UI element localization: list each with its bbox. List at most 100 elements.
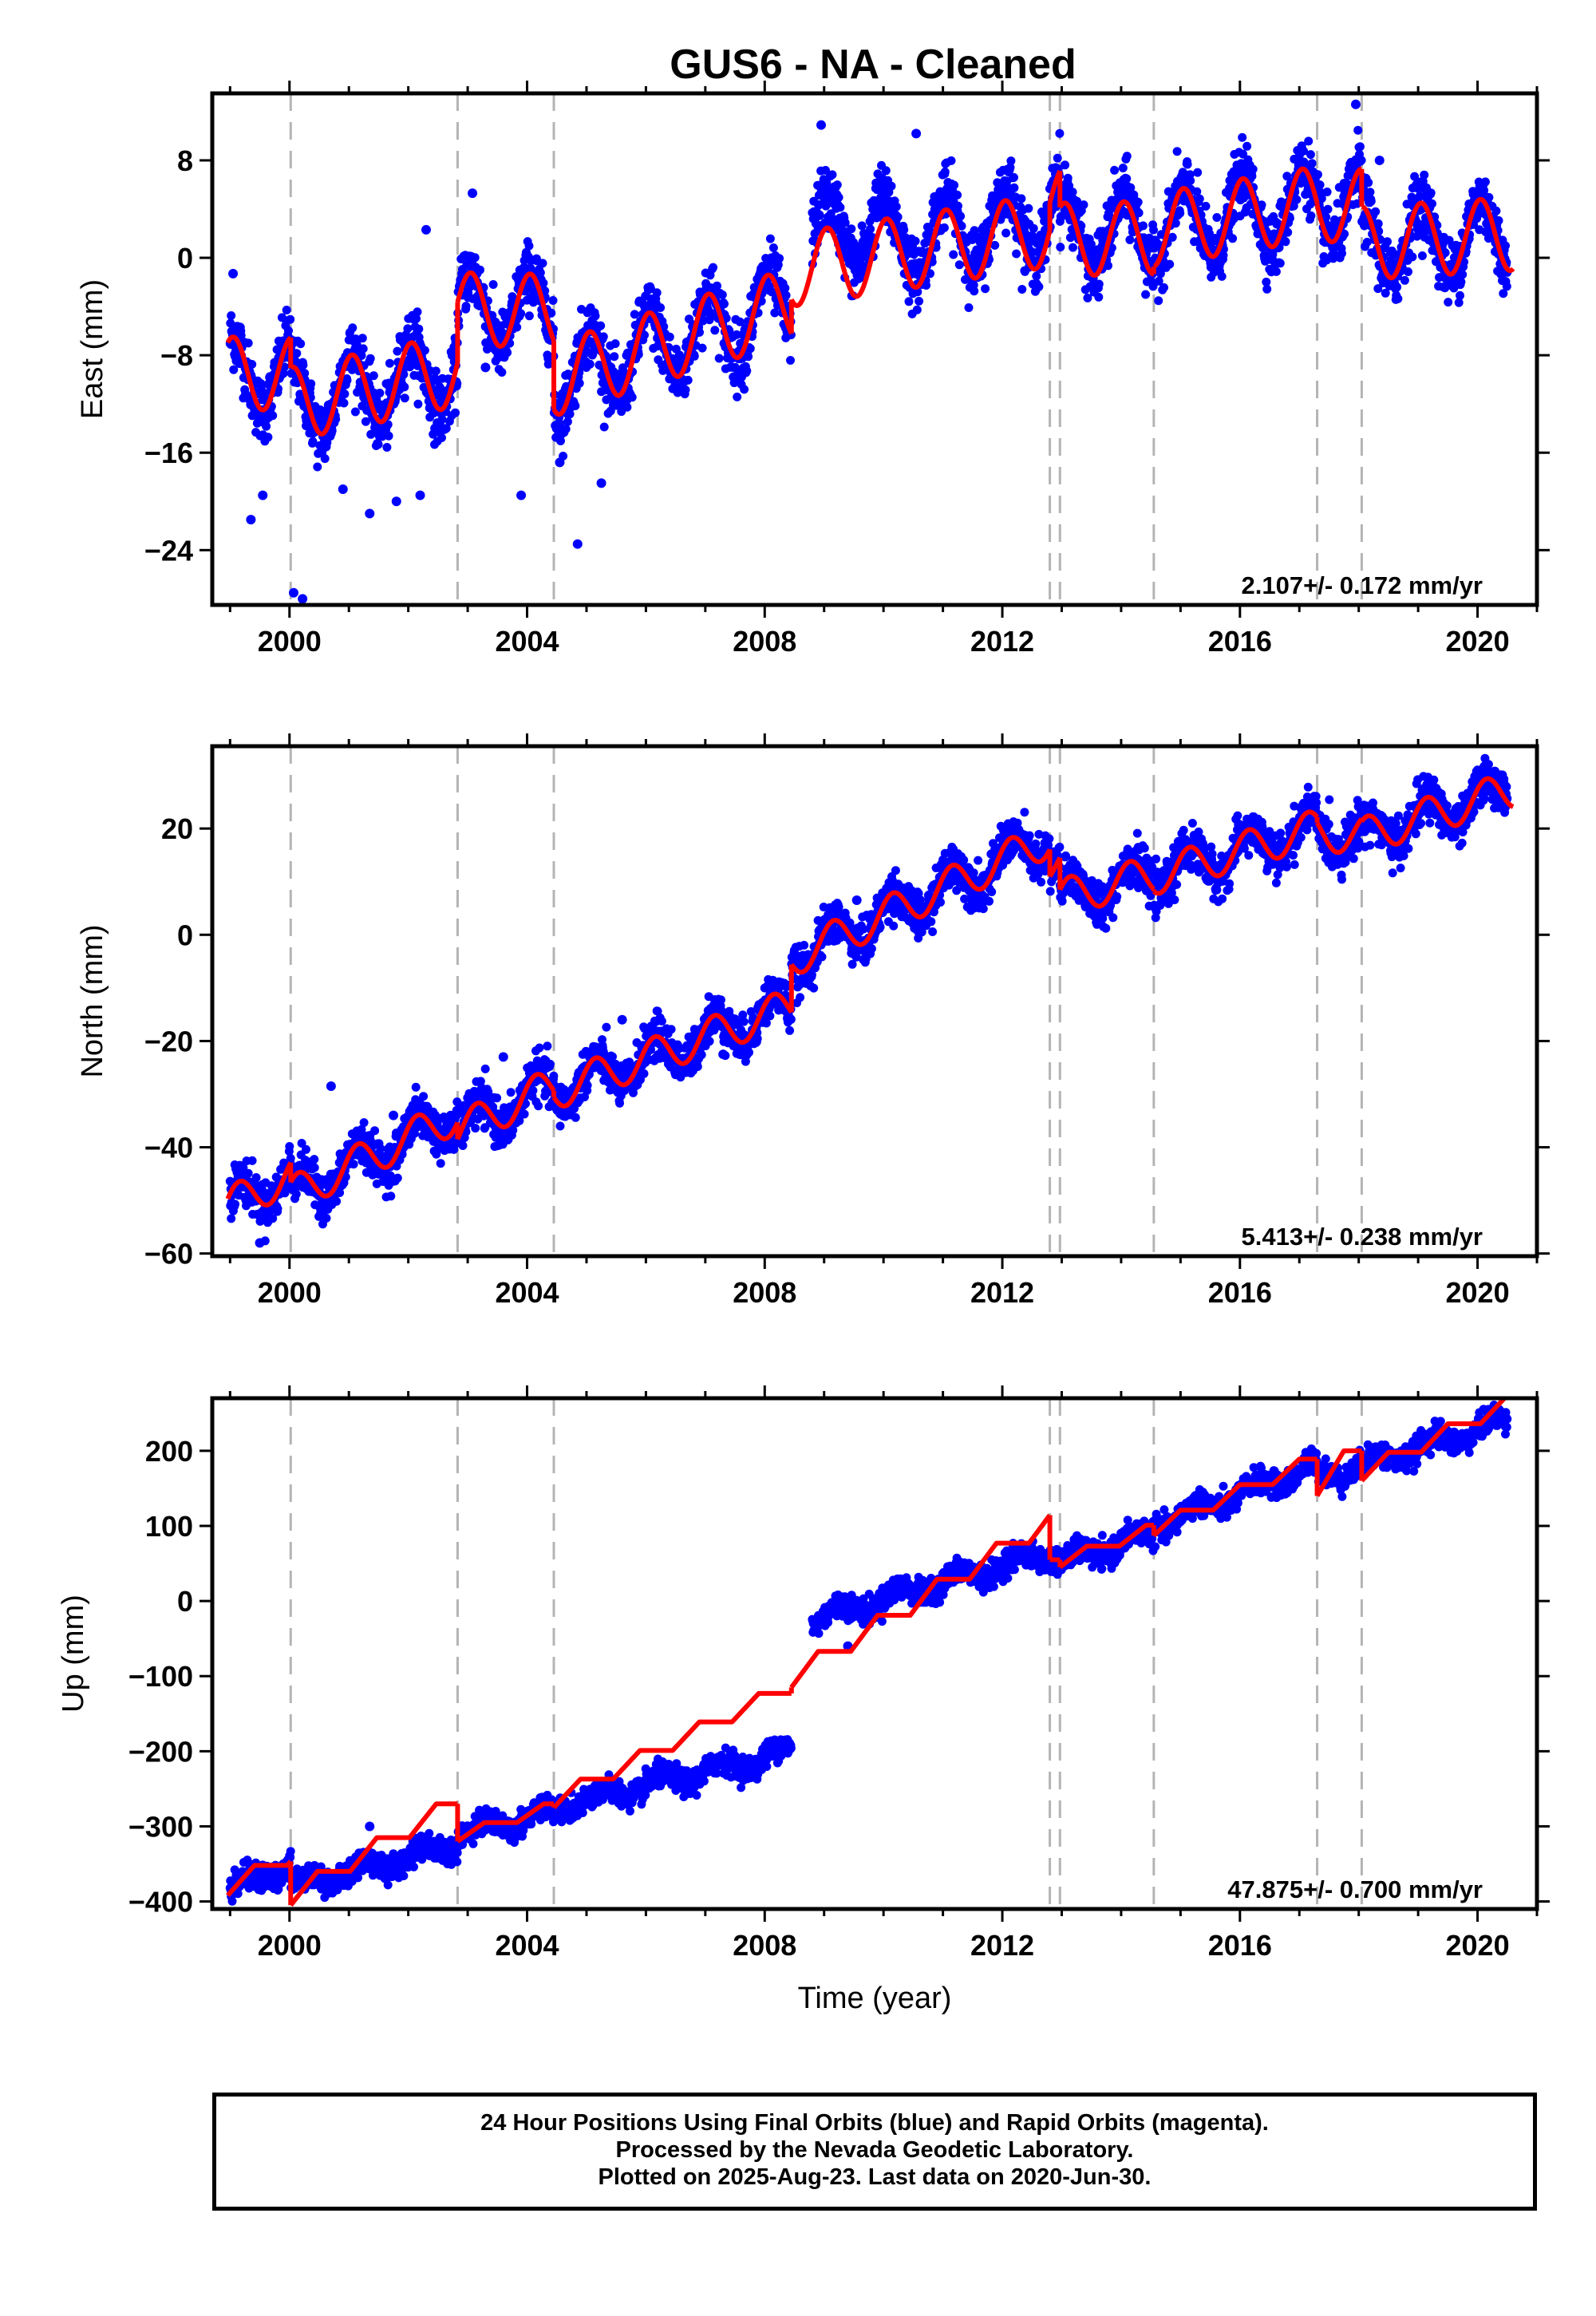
y-tick-label: 0 xyxy=(177,1585,193,1618)
panel-up: 2000 2004 2008 2012 2016 2020−400−300−200−100… xyxy=(57,1385,1550,2015)
velocity-rate-label: 2.107+/- 0.172 mm/yr xyxy=(1242,571,1483,599)
data-point xyxy=(1350,99,1361,109)
data-point xyxy=(555,457,565,468)
x-tick-label: 2008 xyxy=(733,625,796,658)
model-segment xyxy=(1152,166,1320,269)
y-axis-label: Up (mm) xyxy=(57,1595,90,1713)
model-segment xyxy=(1360,1398,1508,1483)
data-point xyxy=(365,1821,375,1832)
y-tick-label: 20 xyxy=(161,812,193,845)
data-point xyxy=(391,496,401,507)
x-tick-label: 2016 xyxy=(1208,1276,1272,1309)
model-segment xyxy=(789,198,1053,308)
model-segment xyxy=(455,270,556,349)
data-point xyxy=(911,128,922,139)
footer-line-2: Processed by the Nevada Geodetic Laborat… xyxy=(615,2137,1134,2163)
model-segment xyxy=(1360,196,1515,281)
data-point xyxy=(498,1052,508,1062)
data-point xyxy=(298,594,308,604)
model-segment xyxy=(551,991,794,1109)
model-segment xyxy=(789,835,1053,975)
y-tick-label: −16 xyxy=(144,437,193,469)
x-tick-label: 2008 xyxy=(733,1276,796,1309)
data-point xyxy=(246,515,256,525)
break-lines xyxy=(289,746,1363,1256)
y-tick-label: 8 xyxy=(177,144,193,177)
y-tick-label: −40 xyxy=(144,1132,193,1164)
data-point xyxy=(365,508,375,519)
plot-frame xyxy=(210,91,1539,607)
data-point xyxy=(572,539,583,549)
y-tick-label: 200 xyxy=(145,1435,193,1468)
model-segment xyxy=(455,1072,556,1140)
x-tick-label: 2004 xyxy=(495,1929,559,1962)
y-tick-label: −60 xyxy=(144,1238,193,1271)
model-segment xyxy=(1152,1456,1319,1538)
data-point xyxy=(389,1110,399,1120)
model-line xyxy=(225,166,1515,437)
model-segment xyxy=(289,340,460,437)
plot-frame xyxy=(210,744,1539,1259)
model-segment xyxy=(1315,816,1364,856)
x-tick-label: 2016 xyxy=(1208,625,1272,658)
x-tick-label: 2008 xyxy=(733,1929,796,1962)
data-point xyxy=(430,423,440,433)
y-tick-label: 0 xyxy=(177,242,193,275)
model-segment xyxy=(1314,1448,1364,1498)
data-point xyxy=(255,1238,265,1248)
x-axis: 2000 2004 2008 2012 2016 2020 xyxy=(228,81,1539,658)
model-segment xyxy=(288,1801,460,1907)
y-tick-label: 0 xyxy=(177,919,193,951)
model-segment xyxy=(789,1513,1053,1690)
x-tick-label: 2004 xyxy=(495,1276,559,1309)
data-point xyxy=(1374,155,1385,165)
data-point xyxy=(816,120,827,130)
y-tick-label: −300 xyxy=(128,1810,193,1843)
x-tick-label: 2000 xyxy=(258,1929,322,1962)
data-point xyxy=(718,1049,729,1060)
model-line xyxy=(226,1398,1508,1907)
model-line xyxy=(225,776,1515,1207)
footer-line-1: 24 Hour Positions Using Final Orbits (bl… xyxy=(480,2110,1269,2136)
x-tick-label: 2016 xyxy=(1208,1929,1272,1962)
y-tick-label: −100 xyxy=(128,1660,193,1693)
data-point-cloud xyxy=(225,125,1512,472)
x-tick-label: 2020 xyxy=(1446,1929,1510,1962)
data-point xyxy=(617,1014,627,1025)
x-tick-label: 2000 xyxy=(258,1276,322,1309)
model-segment xyxy=(1058,1523,1156,1570)
data-point xyxy=(258,490,268,500)
panel-east: 2000 2004 2008 2012 2016 2020 −24 −16 −8 0 8 East (… xyxy=(76,81,1550,658)
data-point xyxy=(288,587,298,598)
footer-line-3: Plotted on 2025-Aug-23. Last data on 202… xyxy=(598,2164,1152,2190)
y-axis: −400 −300 −200 −100 0 100 200 xyxy=(128,1435,1550,1919)
y-axis-label: North (mm) xyxy=(76,924,109,1077)
panel-north: 2000 2004 2008 2012 2016 2020 −60 −40 −20 0 20 Nort… xyxy=(76,733,1550,1309)
plot-frame xyxy=(210,1396,1539,1911)
x-tick-label: 2020 xyxy=(1446,625,1510,658)
y-tick-label: −24 xyxy=(144,534,193,567)
data-point xyxy=(851,895,862,906)
x-tick-label: 2004 xyxy=(495,625,559,658)
model-segment xyxy=(456,1801,556,1844)
y-tick-label: −20 xyxy=(144,1025,193,1057)
y-axis: −60 −40 −20 0 20 xyxy=(144,812,1550,1271)
data-point xyxy=(228,268,239,279)
x-axis: 2000 2004 2008 2012 2016 2020 xyxy=(228,733,1539,1309)
model-segment xyxy=(225,334,293,413)
footer-note-box: 24 Hour Positions Using Final Orbits (bl… xyxy=(212,2093,1537,2211)
x-tick-label: 2012 xyxy=(970,1276,1034,1309)
x-tick-label: 2012 xyxy=(970,1929,1034,1962)
model-segment xyxy=(1359,776,1515,847)
y-tick-label: −8 xyxy=(160,339,193,372)
data-points xyxy=(225,99,1512,604)
model-segment xyxy=(226,1860,293,1898)
data-point xyxy=(468,188,478,199)
x-tick-label: 2000 xyxy=(258,625,322,658)
x-tick-label: 2020 xyxy=(1446,1276,1510,1309)
data-point-cloud xyxy=(225,1401,1512,1906)
data-point xyxy=(596,478,606,488)
x-axis-label: Time (year) xyxy=(798,1982,952,2015)
model-segment xyxy=(551,272,794,417)
